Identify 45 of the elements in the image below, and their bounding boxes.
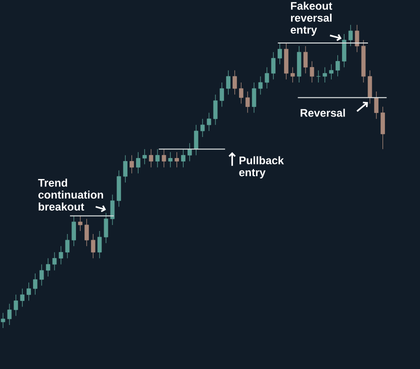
candlestick	[239, 82, 244, 104]
candlestick	[26, 282, 31, 302]
candlestick	[368, 70, 372, 104]
candlestick	[245, 91, 250, 114]
candlestick	[130, 154, 134, 174]
candlestick	[174, 152, 179, 168]
candlestick	[290, 66, 295, 83]
candlestick	[188, 142, 192, 162]
ref-line-label: Fakeout reversal entry	[290, 2, 332, 36]
candlestick	[142, 148, 147, 165]
candlestick	[264, 66, 270, 89]
candlestick	[271, 52, 276, 80]
candlestick	[72, 216, 76, 246]
ref-line-label: Reversal	[300, 108, 345, 117]
candlestick	[20, 288, 24, 308]
candlestick	[148, 148, 154, 168]
candlestick	[136, 152, 140, 174]
candlestick	[78, 216, 82, 232]
ref-line-label: Trend continuation breakout	[38, 178, 104, 211]
candlestick	[40, 264, 44, 286]
candlestick	[123, 154, 128, 183]
candlestick	[278, 42, 282, 65]
candlestick	[46, 258, 50, 277]
candlestick	[232, 70, 237, 95]
candlestick	[181, 148, 186, 168]
candlestick	[348, 24, 353, 46]
candlestick	[342, 34, 346, 68]
candlestick	[220, 82, 224, 108]
candlestick	[380, 106, 385, 150]
candlestick	[91, 234, 96, 259]
candlestick	[322, 66, 327, 83]
ref-line-label: Pullback entry	[239, 156, 284, 178]
candlestick	[162, 148, 166, 168]
candlestick	[194, 124, 198, 156]
candlestick	[329, 64, 334, 80]
candlestick	[33, 273, 38, 295]
candlestick	[97, 230, 102, 259]
candlestick	[155, 148, 160, 168]
candlestick	[374, 91, 378, 120]
candlestick	[168, 152, 173, 168]
candlestick	[65, 234, 70, 259]
candlestick	[226, 70, 230, 95]
candlestick	[14, 294, 18, 316]
candlestick	[336, 54, 340, 77]
candlestick	[84, 218, 89, 246]
